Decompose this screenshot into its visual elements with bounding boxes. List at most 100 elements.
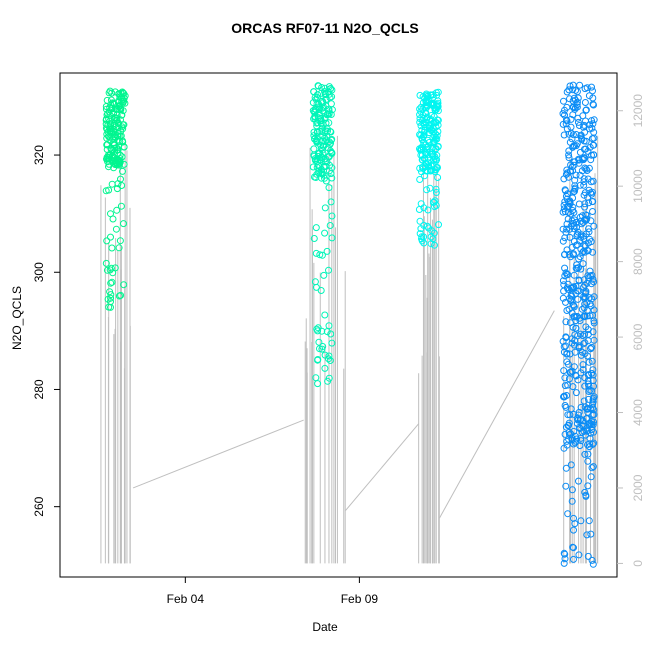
data-point (318, 251, 326, 259)
data-point (580, 427, 588, 435)
data-point (314, 327, 322, 335)
y2-tick-label: 8000 (631, 248, 645, 275)
data-point (581, 374, 589, 382)
data-point (584, 457, 592, 465)
data-point (588, 190, 596, 198)
data-point (560, 205, 568, 213)
data-point (419, 99, 427, 107)
altitude-trace (439, 310, 555, 519)
data-point (562, 482, 570, 490)
data-point (563, 125, 571, 133)
data-point (566, 233, 574, 241)
data-point (587, 344, 594, 352)
data-point (427, 167, 434, 175)
data-point (589, 560, 597, 568)
data-point (572, 372, 580, 380)
data-point (417, 131, 425, 139)
data-point (313, 94, 321, 101)
data-point (104, 110, 112, 117)
data-point (587, 530, 595, 538)
data-point (112, 225, 120, 233)
data-point (424, 206, 432, 214)
data-point (581, 248, 589, 256)
data-point (325, 322, 333, 330)
data-point (568, 163, 576, 171)
data-point (577, 437, 585, 445)
data-point (117, 202, 125, 210)
data-point (572, 437, 580, 445)
data-point (564, 271, 572, 279)
data-point (570, 209, 578, 216)
data-point (321, 364, 329, 372)
plot-frame (59, 72, 618, 578)
data-point (574, 295, 582, 303)
data-point (107, 264, 115, 272)
data-point (112, 123, 120, 131)
data-point (115, 160, 123, 168)
data-point (108, 89, 116, 97)
data-point (586, 440, 594, 448)
data-point (590, 128, 598, 136)
data-point (588, 464, 596, 472)
data-point (420, 239, 428, 247)
data-point (328, 174, 336, 182)
data-point (312, 224, 320, 232)
data-point (314, 356, 322, 364)
data-point (325, 184, 333, 192)
data-point (313, 138, 321, 146)
data-point (575, 122, 583, 129)
data-point (571, 348, 579, 356)
data-point (430, 138, 438, 146)
data-point (586, 125, 594, 133)
y2-tick-label: 10000 (631, 169, 645, 203)
data-point (580, 181, 588, 189)
data-point (102, 120, 110, 128)
data-point (563, 103, 571, 111)
data-point (434, 102, 442, 110)
data-point (316, 345, 323, 353)
data-point (576, 237, 584, 245)
data-point (582, 137, 590, 145)
data-point (588, 357, 596, 365)
data-point (582, 106, 590, 114)
data-point (107, 233, 114, 241)
data-point (310, 88, 318, 96)
data-point (589, 377, 597, 384)
data-point (582, 491, 590, 499)
data-point (314, 82, 322, 90)
data-point (582, 323, 590, 331)
data-point (567, 461, 575, 469)
data-point (559, 277, 567, 285)
data-point (572, 142, 580, 150)
data-point (589, 120, 597, 128)
data-point (114, 180, 122, 188)
data-point (566, 368, 574, 376)
data-point (328, 234, 336, 242)
data-point (584, 450, 592, 458)
data-point (560, 367, 568, 375)
data-point (325, 352, 333, 360)
data-point (420, 204, 428, 212)
data-point (588, 343, 596, 351)
data-point (418, 126, 426, 134)
data-point (578, 212, 586, 220)
data-point (584, 147, 592, 155)
data-point (565, 154, 573, 162)
data-point (560, 201, 568, 209)
data-point (581, 312, 589, 320)
data-point (578, 134, 585, 142)
data-point (421, 109, 429, 117)
y-tick-label: 320 (32, 145, 46, 165)
data-point (576, 253, 584, 261)
data-point (112, 114, 120, 122)
data-point (317, 287, 325, 294)
data-point (568, 497, 576, 505)
data-point (321, 351, 329, 359)
data-point (326, 222, 334, 229)
data-point (423, 222, 431, 230)
data-point (565, 151, 573, 159)
data-point (561, 402, 569, 409)
data-point (326, 357, 334, 364)
data-point (559, 337, 567, 345)
data-point (586, 434, 594, 442)
